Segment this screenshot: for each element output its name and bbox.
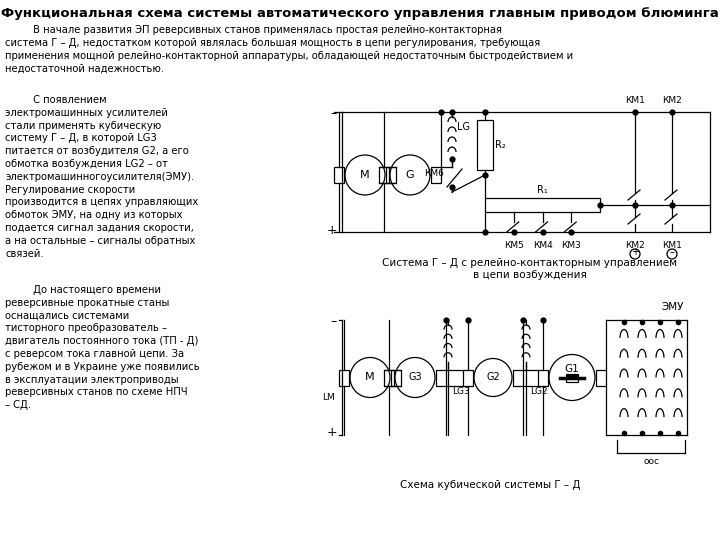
- Text: +: +: [326, 224, 337, 237]
- Bar: [485, 198, 600, 212]
- Bar: [391, 369, 401, 386]
- Bar: [384, 369, 394, 386]
- Text: G1: G1: [564, 363, 580, 374]
- Text: Система Г – Д с релейно-контакторным управлением: Система Г – Д с релейно-контакторным упр…: [382, 258, 678, 268]
- Text: LG2: LG2: [530, 388, 548, 396]
- Bar: [436, 369, 446, 386]
- Text: +: +: [631, 247, 639, 257]
- Bar: [379, 167, 389, 183]
- Text: R₂: R₂: [495, 140, 505, 150]
- Text: КМ5: КМ5: [504, 241, 523, 250]
- Text: M: M: [360, 170, 370, 180]
- Text: –: –: [330, 315, 337, 328]
- Text: G3: G3: [408, 373, 422, 382]
- Bar: [477, 120, 493, 170]
- Text: G2: G2: [486, 373, 500, 382]
- Text: +: +: [326, 427, 337, 440]
- Bar: [596, 369, 606, 386]
- Bar: [463, 369, 473, 386]
- Text: –: –: [670, 247, 675, 257]
- Bar: [513, 369, 523, 386]
- Bar: [566, 374, 578, 377]
- Text: КМ2: КМ2: [625, 241, 645, 250]
- Text: КМ2: КМ2: [662, 96, 682, 105]
- Text: КМ4: КМ4: [533, 241, 552, 250]
- Text: В начале развития ЭП реверсивных станов применялась простая релейно-контакторная: В начале развития ЭП реверсивных станов …: [5, 25, 573, 73]
- Text: С появлением
электромашинных усилителей
стали применять кубическую
систему Г – Д: С появлением электромашинных усилителей …: [5, 95, 198, 259]
- Text: ооc: ооc: [643, 457, 659, 466]
- Text: –: –: [330, 107, 337, 120]
- Text: G: G: [405, 170, 414, 180]
- Text: в цепи возбуждения: в цепи возбуждения: [473, 270, 587, 280]
- Text: LG: LG: [457, 122, 470, 132]
- Text: R₁: R₁: [537, 185, 548, 195]
- Text: КМ1: КМ1: [662, 241, 682, 250]
- Bar: [538, 369, 548, 386]
- Text: Схема кубической системы Г – Д: Схема кубической системы Г – Д: [400, 480, 580, 490]
- Text: До настоящего времени
реверсивные прокатные станы
оснащались системами
тисторног: До настоящего времени реверсивные прокат…: [5, 285, 199, 410]
- Text: КМ6: КМ6: [424, 168, 444, 178]
- Text: КМ3: КМ3: [562, 241, 581, 250]
- Bar: [339, 369, 349, 386]
- Bar: [566, 377, 578, 381]
- Text: LG3: LG3: [452, 388, 469, 396]
- Bar: [334, 167, 344, 183]
- Text: LM: LM: [323, 393, 335, 402]
- Text: M: M: [365, 373, 375, 382]
- Bar: [386, 167, 396, 183]
- Text: КМ1: КМ1: [625, 96, 645, 105]
- Text: Функциональная схема системы автоматического управления главным приводом блюминг: Функциональная схема системы автоматичес…: [1, 8, 719, 21]
- Bar: [431, 167, 441, 183]
- Text: ЭМУ: ЭМУ: [662, 302, 684, 312]
